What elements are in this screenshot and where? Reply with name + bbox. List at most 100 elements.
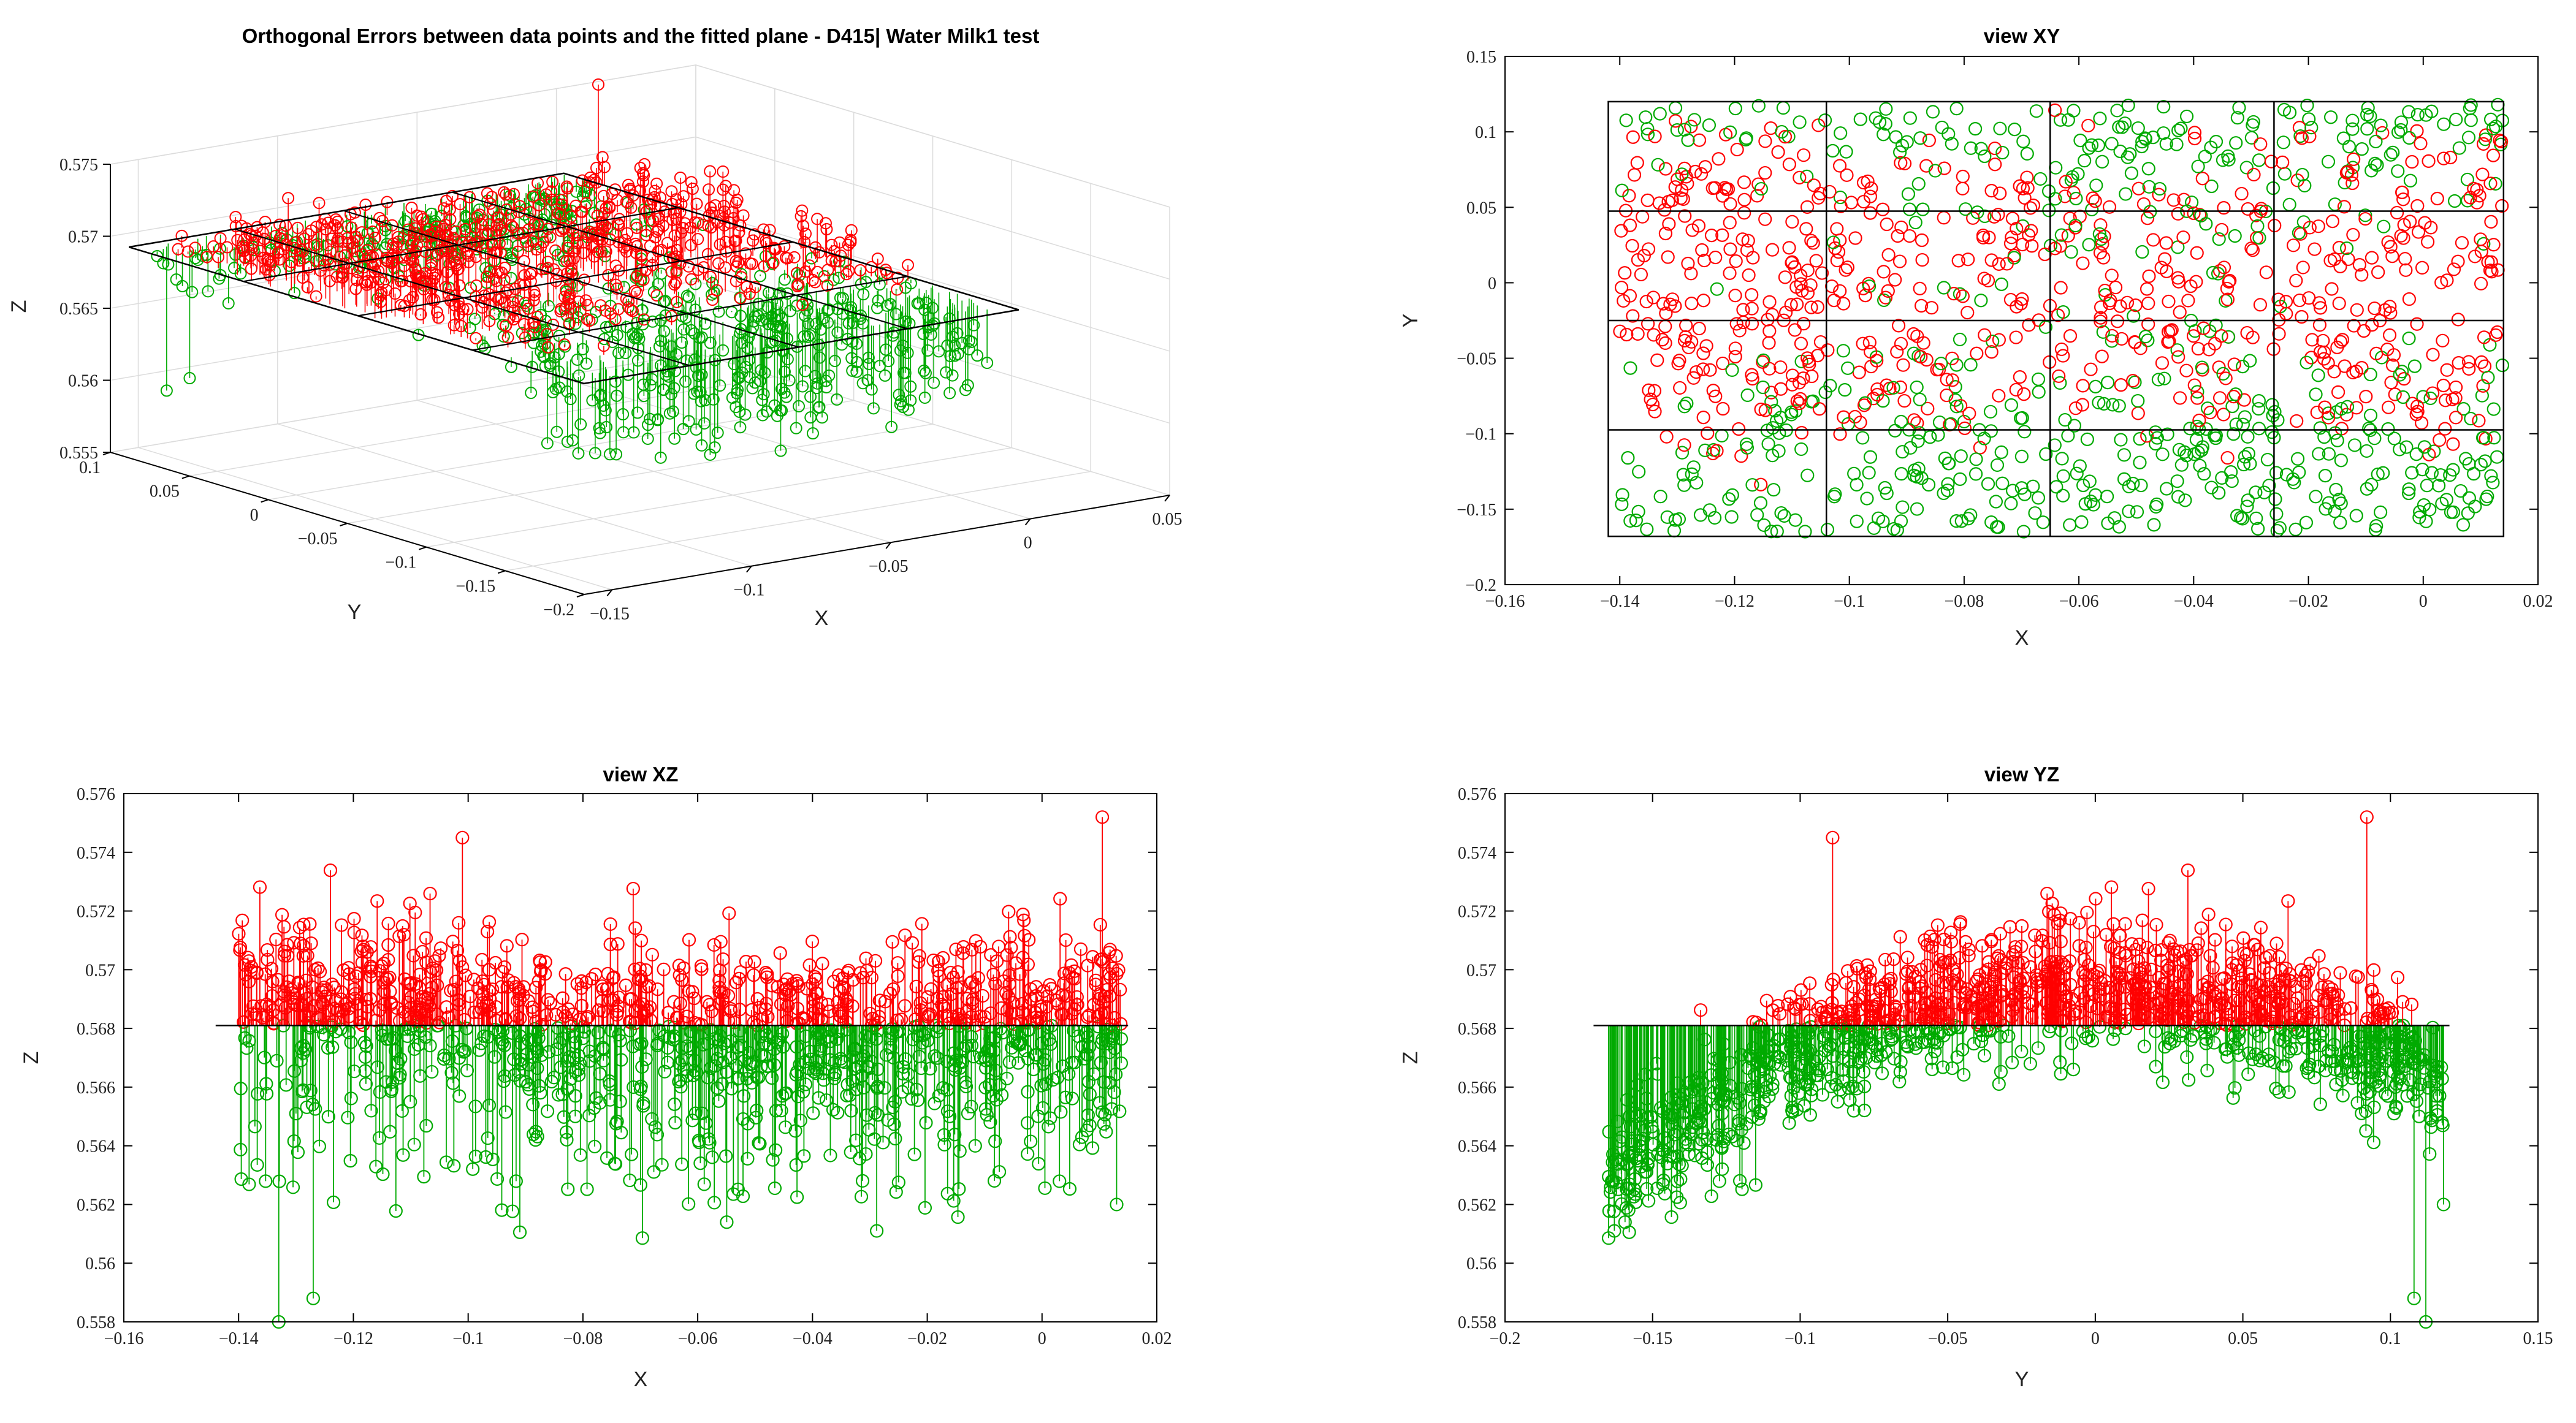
xy-point [1989, 495, 2003, 509]
xy-point [2157, 100, 2171, 114]
xy-point [2415, 260, 2429, 275]
xy-point [2219, 371, 2233, 385]
stem-3d-marker [565, 263, 578, 276]
stem-3d-marker [514, 200, 527, 213]
stem-3d-marker [701, 248, 714, 260]
stem-3d-marker [650, 177, 663, 190]
xy-point [1876, 202, 1890, 216]
stem-3d-marker [577, 236, 590, 249]
stem-3d-marker [596, 217, 609, 230]
stem-3d-marker [170, 273, 183, 286]
xy-point [1658, 336, 1672, 350]
xy-point [1910, 502, 1924, 516]
xy-point [1877, 265, 1891, 279]
xy-point [2273, 521, 2287, 535]
stem-3d-marker [229, 211, 242, 224]
stem-3d-marker [560, 267, 573, 280]
xy-point [2403, 173, 2418, 188]
stem-3d-marker [617, 281, 630, 294]
xy-point [2085, 202, 2099, 217]
xy-point [1806, 236, 1820, 250]
stem-3d-marker [600, 245, 612, 258]
xlabel-xy: X [2015, 626, 2029, 650]
xy-point [2052, 369, 2066, 383]
xy-point [1716, 401, 1730, 416]
y-tick-label-3d: −0.05 [298, 529, 338, 548]
xy-point [1737, 175, 1751, 189]
xy-point [2217, 201, 2231, 215]
stem-3d-marker [172, 243, 185, 256]
xy-point [2075, 398, 2090, 412]
xy-point [2056, 488, 2070, 503]
xy-point [2467, 467, 2481, 481]
stem-3d-marker [462, 249, 475, 262]
xy-point [2254, 137, 2268, 151]
xy-point [2131, 406, 2145, 420]
xy-point [2321, 154, 2336, 169]
stem-3d-marker [416, 213, 429, 226]
xy-point [1840, 361, 1855, 375]
stem-3d-marker [685, 176, 698, 189]
grid-floor-y [426, 447, 1012, 548]
xy-point [2361, 101, 2375, 115]
stem-3d-marker [389, 287, 402, 300]
xy-point [2031, 372, 2046, 386]
stem-3d-marker [666, 213, 679, 226]
xy-point [2130, 505, 2144, 519]
stem-3d-marker [511, 245, 524, 258]
xy-point [2076, 256, 2090, 270]
xlabel-3d: X [815, 607, 829, 630]
stem-3d-marker [507, 188, 520, 200]
stem-3d-marker [588, 207, 601, 219]
xy-point [1826, 143, 1840, 158]
stem-3d-marker [719, 235, 732, 248]
xy-point [1696, 346, 1710, 360]
xy-point [2420, 235, 2435, 249]
stem-3d-marker [298, 232, 311, 245]
xy-point [2377, 219, 2391, 233]
xy-point [2191, 159, 2205, 173]
stem-3d-marker [288, 287, 301, 300]
xy-point [2300, 355, 2314, 370]
xy-point [2486, 148, 2501, 162]
stem-3d-marker [432, 311, 445, 324]
xy-point [1951, 254, 1965, 268]
xy-point [1723, 197, 1737, 211]
xy-point [1782, 241, 1796, 255]
xy-point [1675, 446, 1690, 460]
xy-point [2068, 401, 2083, 416]
xy-point [2453, 484, 2468, 498]
y-tick-label: 0.15 [1466, 48, 1496, 67]
xy-point [1812, 191, 1826, 205]
xy-point [1959, 202, 1973, 216]
stem-3d-marker [592, 233, 605, 246]
zlabel-3d: Z [7, 300, 31, 313]
stem-3d-marker [436, 245, 449, 257]
stem-3d-marker [546, 175, 559, 188]
stem-3d-marker [406, 249, 419, 262]
xy-point [2124, 166, 2139, 180]
xy-point [2331, 385, 2345, 399]
x-tick-label-3d: −0.05 [869, 557, 909, 576]
y-tick-label-3d: 0 [250, 506, 259, 525]
stem-3d-marker [176, 279, 189, 292]
xy-point [2446, 437, 2460, 451]
stem-3d-marker [222, 297, 235, 309]
stem-3d-marker [212, 251, 225, 264]
stem-3d-marker [446, 189, 459, 202]
stem-3d-marker [409, 222, 422, 235]
points-xy [1613, 97, 2510, 539]
grid-floor-y [505, 471, 1091, 572]
xy-point [2135, 245, 2149, 259]
xy-point [2333, 515, 2347, 529]
xy-point [2410, 124, 2424, 138]
y-tick-3d [419, 546, 427, 550]
xy-point [1993, 186, 2007, 200]
stem-3d-marker [243, 228, 256, 241]
xy-point [2451, 254, 2465, 268]
xy-point [2020, 146, 2034, 161]
xy-point [1983, 404, 1998, 419]
xy-point [2252, 401, 2266, 416]
xy-point [2396, 231, 2410, 245]
stem-3d-marker [369, 257, 382, 270]
